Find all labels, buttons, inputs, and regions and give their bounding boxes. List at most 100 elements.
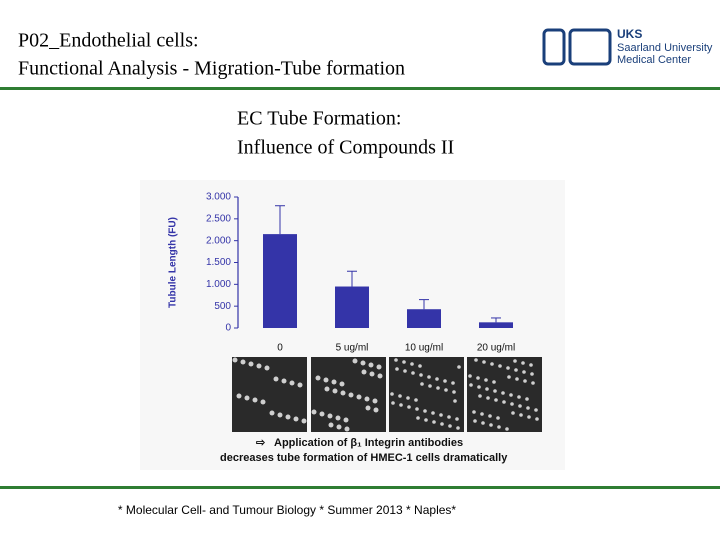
micrograph-cell xyxy=(343,417,349,423)
micrograph-cell xyxy=(319,411,325,417)
micrograph-cell xyxy=(515,377,519,381)
micrograph-cell xyxy=(484,378,488,382)
micrograph-cell xyxy=(525,397,529,401)
micrograph-cell xyxy=(360,360,366,366)
micrograph-cell xyxy=(488,414,492,418)
micrograph-cell xyxy=(289,380,295,386)
logo-abbr: UKS xyxy=(617,27,642,41)
micrograph-cell xyxy=(494,398,498,402)
micrograph-cell xyxy=(369,371,375,377)
micrograph-cell xyxy=(344,426,350,432)
micrograph-cell xyxy=(443,379,447,383)
micrograph-cell xyxy=(419,373,423,377)
micrograph xyxy=(311,357,386,432)
micrograph-cell xyxy=(527,415,531,419)
micrograph-cell xyxy=(476,376,480,380)
micrograph-cell xyxy=(473,419,477,423)
micrograph-cell xyxy=(439,413,443,417)
micrograph-cell xyxy=(365,405,371,411)
micrograph-cell xyxy=(531,381,535,385)
micrograph-cell xyxy=(506,366,510,370)
micrograph-cell xyxy=(402,360,406,364)
micrograph-cell xyxy=(399,403,403,407)
micrograph-cell xyxy=(478,394,482,398)
micrograph-cell xyxy=(415,407,419,411)
micrograph-cell xyxy=(361,369,367,375)
micrograph-cell xyxy=(509,393,513,397)
micrograph-cell xyxy=(510,402,514,406)
micrograph-cell xyxy=(416,416,420,420)
micrograph-cell xyxy=(448,424,452,428)
y-tick-label: 2.500 xyxy=(206,213,231,224)
micrograph-cell xyxy=(498,364,502,368)
logo-icon xyxy=(568,28,612,66)
y-tick-label: 500 xyxy=(214,301,231,312)
micrograph-cell xyxy=(451,381,455,385)
micrographs xyxy=(232,357,542,432)
bar xyxy=(335,286,369,328)
micrograph-cell xyxy=(277,412,283,418)
micrograph-cell xyxy=(301,418,307,424)
micrograph-cell xyxy=(530,372,534,376)
micrograph-cell xyxy=(517,395,521,399)
micrograph-cell xyxy=(435,377,439,381)
header-title: Functional Analysis - Migration-Tube for… xyxy=(18,58,405,80)
micrograph-cell xyxy=(293,416,299,422)
micrograph-cell xyxy=(335,415,341,421)
micrograph-cell xyxy=(373,407,379,413)
micrograph-cell xyxy=(372,398,378,404)
micrograph-cell xyxy=(376,364,382,370)
micrograph-cell xyxy=(324,386,330,392)
x-tick-label: 20 ug/ml xyxy=(477,343,515,354)
micrograph-cell xyxy=(420,382,424,386)
micrograph-cell xyxy=(526,406,530,410)
micrograph-cell xyxy=(507,375,511,379)
header-rule xyxy=(0,87,720,90)
micrograph-cell xyxy=(403,369,407,373)
micrograph-cell xyxy=(440,422,444,426)
micrograph-cell xyxy=(432,420,436,424)
micrograph-cell xyxy=(453,399,457,403)
micrograph-cell xyxy=(340,390,346,396)
micrograph-cell xyxy=(493,389,497,393)
micrograph-cell xyxy=(339,381,345,387)
micrograph-cell xyxy=(311,409,317,415)
micrograph-cell xyxy=(327,413,333,419)
micrograph-cell xyxy=(331,379,337,385)
micrograph-cell xyxy=(482,360,486,364)
micrograph-cell xyxy=(444,388,448,392)
micrograph-cell xyxy=(256,363,262,369)
micrograph-cell xyxy=(529,363,533,367)
micrograph-cell xyxy=(411,371,415,375)
micrograph-cell xyxy=(377,373,383,379)
micrograph-cell xyxy=(332,388,338,394)
micrograph-cell xyxy=(248,361,254,367)
y-tick-label: 3.000 xyxy=(206,192,231,203)
footer: * Molecular Cell- and Tumour Biology * S… xyxy=(118,503,456,517)
micrograph-cell xyxy=(505,427,509,431)
micrograph-cell xyxy=(514,368,518,372)
caption: decreases tube formation of HMEC-1 cells… xyxy=(220,452,508,464)
micrograph-cell xyxy=(418,364,422,368)
y-tick-label: 0 xyxy=(225,323,231,334)
micrograph-cell xyxy=(489,423,493,427)
x-tick-label: 5 ug/ml xyxy=(336,343,369,354)
micrograph-cell xyxy=(236,393,242,399)
micrograph-cell xyxy=(285,414,291,420)
micrograph-cell xyxy=(315,375,321,381)
caption: Application of β₁ Integrin antibodies xyxy=(274,437,463,449)
micrograph-cell xyxy=(502,400,506,404)
micrograph-cell xyxy=(485,387,489,391)
micrograph-cell xyxy=(232,357,238,363)
micrograph-cell xyxy=(364,396,370,402)
micrograph-cell xyxy=(523,379,527,383)
micrograph-cell xyxy=(395,367,399,371)
micrograph-cell xyxy=(480,412,484,416)
micrograph xyxy=(467,357,542,432)
micrograph-cell xyxy=(390,392,394,396)
logo: UKS Saarland University Medical Center xyxy=(542,27,713,66)
micrograph-cell xyxy=(490,362,494,366)
micrograph-cell xyxy=(394,358,398,362)
micrograph-cell xyxy=(522,370,526,374)
